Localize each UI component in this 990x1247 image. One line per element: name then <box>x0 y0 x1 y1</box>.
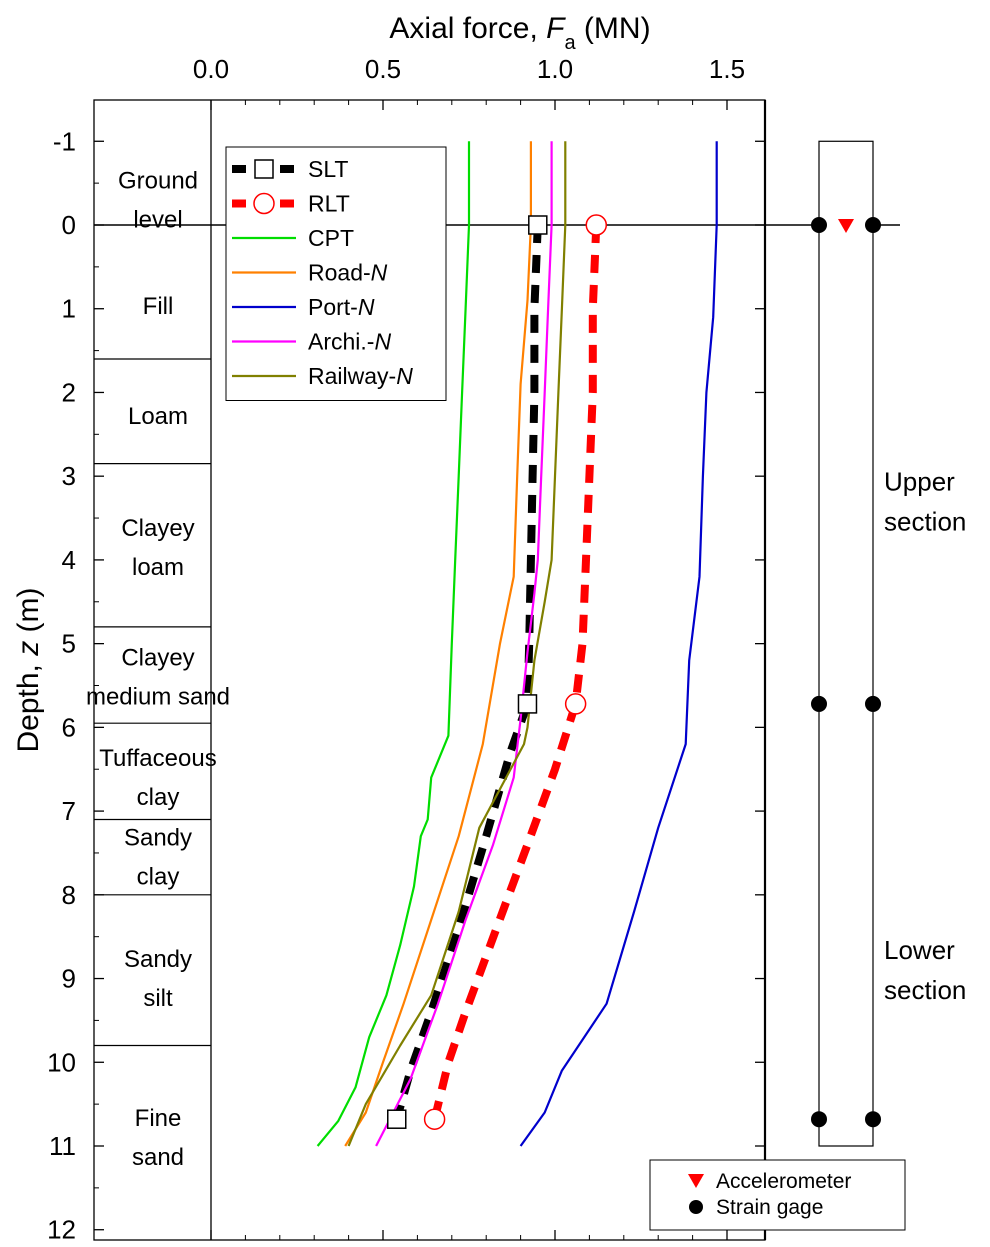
y-tick-label: 3 <box>62 461 76 491</box>
marker-rlt <box>585 214 608 236</box>
legend-label: Road-N <box>308 260 388 286</box>
marker-rlt <box>564 693 587 715</box>
y-tick-label: 2 <box>62 377 76 407</box>
strain-gage-marker <box>865 217 881 233</box>
soil-layer-label: loam <box>132 554 184 581</box>
soil-profile: Ground level Fill Loam Clayey loam Clayey mediu… <box>86 167 900 1171</box>
pile-section-label: Lower <box>884 935 955 965</box>
axis-ticks <box>94 100 765 1240</box>
legend-box <box>225 146 447 401</box>
y-tick-label: 0 <box>62 210 76 240</box>
series-line-rlt <box>430 224 601 1121</box>
soil-layer-label: sand <box>132 1144 184 1171</box>
y-axis-title: Depth, z (m) <box>12 587 45 752</box>
soil-layer-label: level <box>133 206 182 233</box>
x-tick-label: 1.5 <box>709 54 745 84</box>
y-tick-label: 8 <box>62 880 76 910</box>
series-line-archi-n <box>375 141 553 1147</box>
series-line-cpt <box>316 141 471 1147</box>
soil-layer-label: Sandy <box>124 946 192 973</box>
data-series <box>316 141 718 1147</box>
legend-label: Port-N <box>308 294 375 320</box>
y-tick-label: -1 <box>53 126 76 156</box>
accelerometer-marker <box>838 219 854 233</box>
marker-slt <box>528 215 548 235</box>
legend-label: Railway-N <box>308 363 413 389</box>
series-legend: SLT RLT CPT Road-N Port-N Archi.-N Railway-N <box>225 146 447 401</box>
legend-marker <box>253 192 275 215</box>
series-line-port-n <box>519 141 718 1147</box>
soil-layer-label: Ground <box>118 167 198 194</box>
y-tick-label: 4 <box>62 545 76 575</box>
strain-gage-marker <box>865 1111 881 1128</box>
marker-slt <box>517 694 538 714</box>
x-tick-label: 1.0 <box>537 54 573 84</box>
series-line-railway-n <box>347 141 567 1147</box>
legend-label: CPT <box>308 225 354 251</box>
y-tick-label: 1 <box>62 294 76 324</box>
pile-section-label: section <box>884 506 966 536</box>
x-tick-label: 0.0 <box>193 54 229 84</box>
series-line-slt <box>392 224 542 1121</box>
series-markers <box>387 214 608 1130</box>
legend-label: SLT <box>308 156 348 182</box>
pile-outline <box>818 140 874 1147</box>
x-tick-label: 0.5 <box>365 54 401 84</box>
pile-section-label: section <box>884 975 966 1005</box>
y-tick-label: 5 <box>62 629 76 659</box>
y-tick-label: 10 <box>47 1047 76 1077</box>
legend-marker <box>254 159 274 179</box>
legend-label: RLT <box>308 191 350 217</box>
x-axis-title: Axial force, Fa (MN) <box>389 12 650 54</box>
instrument-legend-label: Accelerometer <box>716 1170 851 1193</box>
marker-rlt <box>423 1108 446 1130</box>
series-line-road-n <box>344 141 532 1147</box>
soil-layer-label: Loam <box>128 403 188 430</box>
instrument-legend: Accelerometer Strain gage <box>649 1159 906 1231</box>
soil-layer-label: silt <box>143 985 173 1012</box>
marker-slt <box>387 1109 407 1129</box>
soil-layer-label: Sandy <box>124 825 192 852</box>
soil-layer-label: Fill <box>143 293 174 320</box>
strain-gage-legend-marker <box>689 1200 703 1214</box>
y-tick-label: 11 <box>49 1131 76 1161</box>
soil-layer-label: clay <box>137 864 180 891</box>
instrument-legend-box <box>649 1159 906 1231</box>
strain-gage-marker <box>811 695 827 712</box>
y-tick-label: 9 <box>62 964 76 994</box>
soil-layer-label: Fine <box>135 1105 182 1132</box>
instrument-legend-label: Strain gage <box>716 1196 823 1219</box>
accelerometer-legend-marker <box>688 1174 704 1188</box>
y-tick-label: 12 <box>47 1215 76 1245</box>
strain-gage-marker <box>865 695 881 712</box>
legend-label: Archi.-N <box>308 329 391 355</box>
soil-layer-label: Clayey <box>121 645 194 672</box>
strain-gage-marker <box>811 217 827 233</box>
y-tick-label: 6 <box>62 712 76 742</box>
strain-gage-marker <box>811 1111 827 1128</box>
pile-section-label: Upper <box>884 466 955 496</box>
y-tick-label: 7 <box>62 796 76 826</box>
soil-layer-label: clay <box>137 784 180 811</box>
pile-diagram: Upper section Lower section <box>811 140 966 1147</box>
soil-layer-label: Clayey <box>121 515 194 542</box>
soil-layer-label: medium sand <box>86 684 230 711</box>
soil-layer-label: Tuffaceous <box>99 745 216 772</box>
